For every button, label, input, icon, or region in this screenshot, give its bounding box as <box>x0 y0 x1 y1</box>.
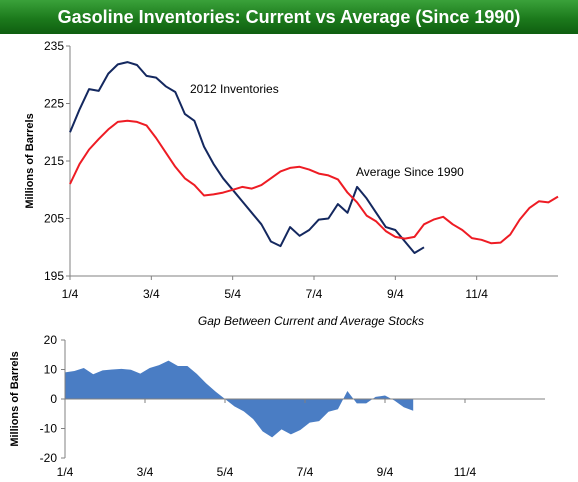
bottom-y-tick-label: -20 <box>40 451 58 465</box>
top-chart: 235 225 215 205 195 1/4 3/4 5/4 7/4 9/4 11/4 Mill… <box>24 39 559 301</box>
bottom-y-tick-label: 0 <box>50 392 57 406</box>
bottom-y-tick-label: 10 <box>44 363 58 377</box>
top-x-tick-label: 3/4 <box>143 287 160 301</box>
top-y-axis-label: Millions of Barrels <box>24 113 36 208</box>
top-x-tick-label: 5/4 <box>224 287 241 301</box>
bottom-chart: Gap Between Current and Average Stocks 2… <box>9 314 545 479</box>
top-y-tick-label: 225 <box>44 97 64 111</box>
bottom-x-tick-label: 7/4 <box>297 465 314 479</box>
bottom-x-tick-label: 5/4 <box>217 465 234 479</box>
bottom-chart-title: Gap Between Current and Average Stocks <box>198 314 424 328</box>
top-x-ticks: 1/4 3/4 5/4 7/4 9/4 11/4 <box>62 276 488 301</box>
top-y-tick-label: 195 <box>44 269 64 283</box>
series-line-average-since-1990 <box>69 119 559 245</box>
top-series-lines <box>69 61 559 254</box>
chart-title: Gasoline Inventories: Current vs Average… <box>57 6 521 27</box>
bottom-x-tick-label: 1/4 <box>57 465 74 479</box>
top-y-tick-label: 205 <box>44 212 64 226</box>
top-x-tick-label: 11/4 <box>465 287 488 301</box>
annotation-average-since-1990: Average Since 1990 <box>356 165 464 179</box>
bottom-x-tick-label: 9/4 <box>377 465 394 479</box>
bottom-y-tick-label: 20 <box>44 333 58 347</box>
bottom-x-ticks: 1/4 3/4 5/4 7/4 9/4 11/4 <box>57 399 477 479</box>
bottom-y-axis-label: Millions of Barrels <box>9 351 21 446</box>
bottom-y-tick-label: -10 <box>40 422 58 436</box>
top-x-tick-label: 9/4 <box>387 287 404 301</box>
chart-title-banner: Gasoline Inventories: Current vs Average… <box>0 0 578 34</box>
bottom-x-tick-label: 3/4 <box>137 465 154 479</box>
top-x-tick-label: 7/4 <box>306 287 323 301</box>
bottom-x-tick-label: 11/4 <box>454 465 477 479</box>
series-line-2012-inventories <box>69 61 425 254</box>
top-y-tick-label: 215 <box>44 154 64 168</box>
top-y-ticks: 235 225 215 205 195 <box>44 39 70 283</box>
top-y-tick-label: 235 <box>44 39 64 53</box>
bottom-y-ticks: 20 10 0 -10 -20 <box>40 333 65 465</box>
top-x-tick-label: 1/4 <box>62 287 79 301</box>
annotation-2012-inventories: 2012 Inventories <box>190 82 279 96</box>
